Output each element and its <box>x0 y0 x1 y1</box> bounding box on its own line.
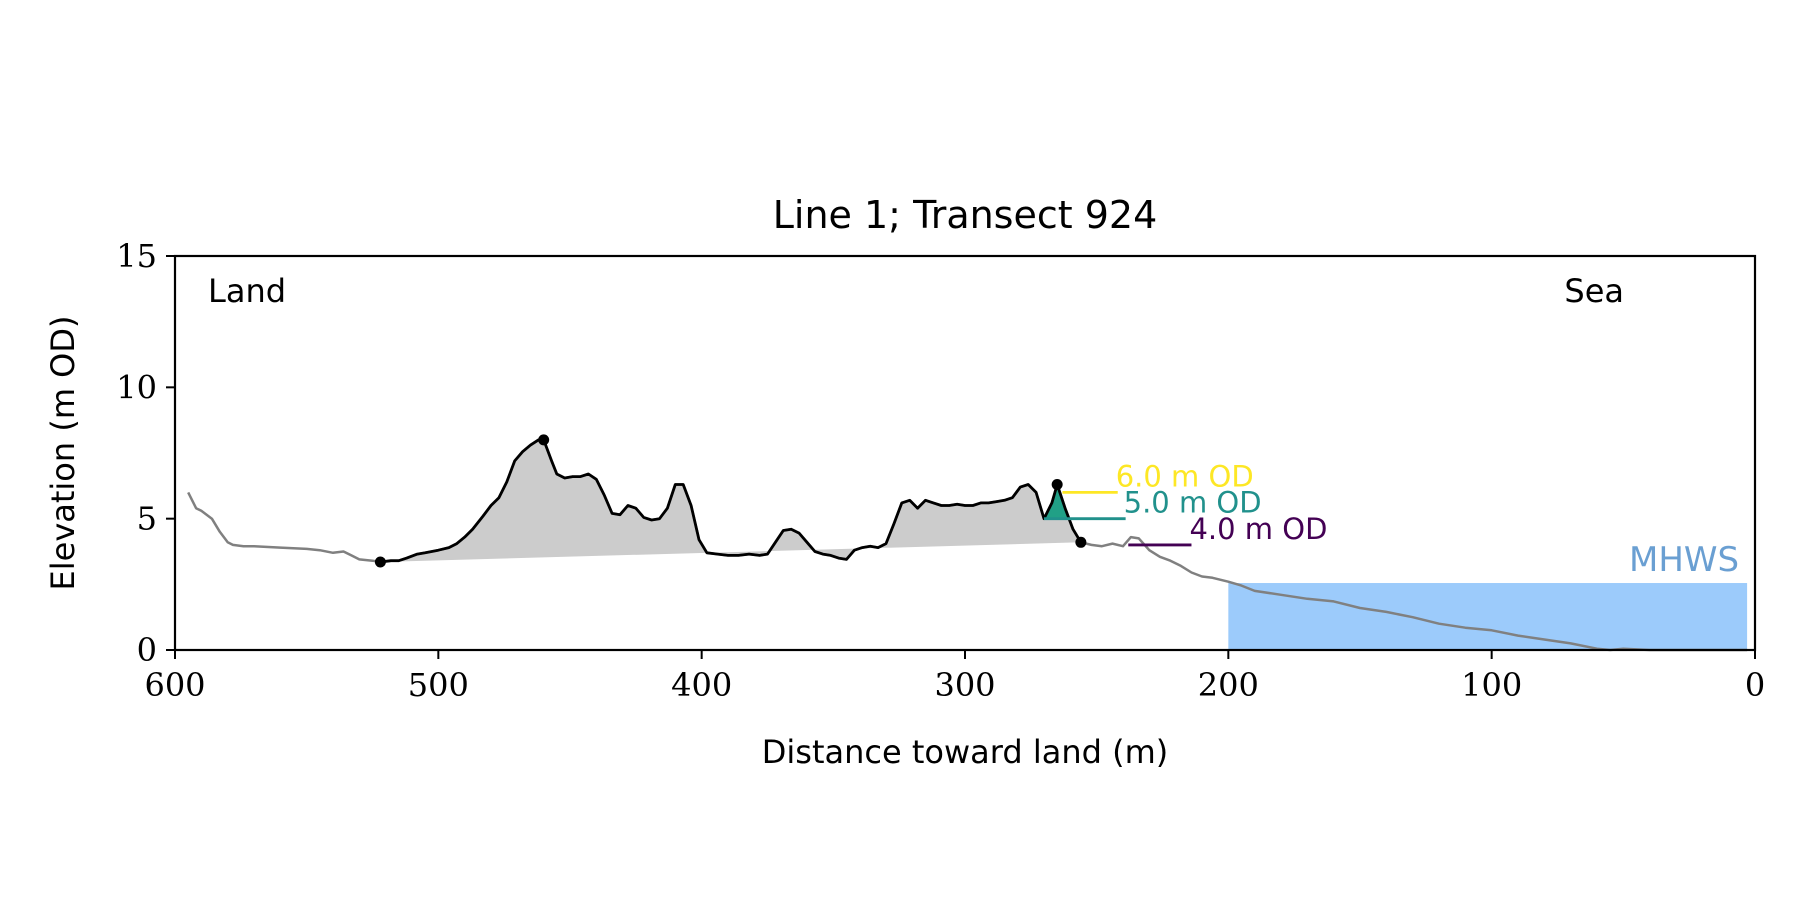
x-tick-label: 400 <box>671 666 732 704</box>
level-label-0: 6.0 m OD <box>1116 459 1254 493</box>
x-tick-label: 200 <box>1198 666 1259 704</box>
chart-title: Line 1; Transect 924 <box>773 193 1158 237</box>
dune-volume-fill <box>380 439 1081 562</box>
y-tick-label: 10 <box>116 368 157 406</box>
level-label-2: 4.0 m OD <box>1189 512 1327 546</box>
x-axis-label: Distance toward land (m) <box>762 733 1168 771</box>
y-axis-label: Elevation (m OD) <box>44 316 82 591</box>
dune-toe-point <box>1075 536 1087 548</box>
land-annotation: Land <box>208 272 286 310</box>
x-tick-label: 300 <box>934 666 995 704</box>
dune-start-point <box>374 556 386 568</box>
y-tick-label: 5 <box>137 500 157 538</box>
mhws-water <box>1228 583 1748 650</box>
y-tick-label: 15 <box>116 237 157 275</box>
dune-crest-point <box>538 434 550 446</box>
level-label-1: 5.0 m OD <box>1124 486 1262 520</box>
dune-front-crest-point <box>1051 479 1063 491</box>
sea-annotation: Sea <box>1564 272 1624 310</box>
dune-line <box>380 438 1083 564</box>
x-tick-label: 0 <box>1745 666 1765 704</box>
x-tick-label: 100 <box>1461 666 1522 704</box>
level-5-area-fill <box>1044 484 1068 519</box>
plot-area: 6.0 m OD5.0 m OD4.0 m OD MHWS <box>187 434 1748 652</box>
mhws-label: MHWS <box>1629 540 1739 580</box>
x-tick-label: 500 <box>408 666 469 704</box>
y-tick-label: 0 <box>137 631 157 669</box>
x-tick-label: 600 <box>144 666 205 704</box>
axis-ticks: 600 500 400 300 200 100 0 0 5 10 15 <box>116 237 1765 704</box>
